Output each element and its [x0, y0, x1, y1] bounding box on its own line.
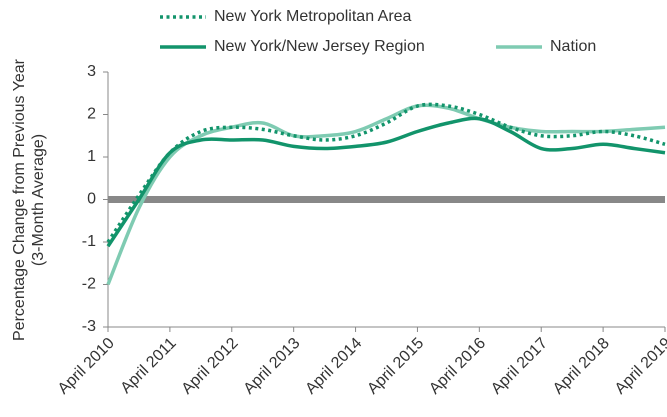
y-tick-label: -1 — [82, 233, 96, 250]
y-tick-label: 1 — [87, 148, 96, 165]
y-tick-label: 0 — [87, 191, 96, 208]
y-axis-title: Percentage Change from Previous Year (3-… — [11, 58, 47, 341]
x-tick-label: April 2010 — [55, 335, 118, 398]
legend-label: New York Metropolitan Area — [214, 8, 412, 25]
series-line — [106, 116, 666, 248]
y-tick-label: -3 — [82, 318, 96, 335]
y-tick-label: 2 — [87, 106, 96, 123]
x-tick-label: April 2012 — [179, 335, 242, 398]
series-line — [106, 102, 666, 243]
x-tick-label: April 2014 — [302, 335, 365, 398]
x-tick-label: April 2015 — [364, 335, 427, 398]
x-tick-label: April 2017 — [488, 335, 551, 398]
series-line — [106, 103, 666, 286]
y-tick-label: 3 — [87, 63, 96, 80]
x-tick-label: April 2013 — [241, 335, 304, 398]
x-tick-label: April 2011 — [118, 335, 180, 397]
y-axis-title-line: (3-Month Average) — [30, 134, 47, 266]
x-tick-label: April 2019 — [612, 335, 667, 398]
y-tick-label: -2 — [82, 276, 96, 293]
y-axis-title-line: Percentage Change from Previous Year — [11, 58, 28, 341]
legend-label: Nation — [550, 38, 596, 55]
x-tick-label: April 2016 — [426, 335, 489, 398]
x-tick-label: April 2018 — [550, 335, 613, 398]
legend-label: New York/New Jersey Region — [214, 38, 425, 55]
